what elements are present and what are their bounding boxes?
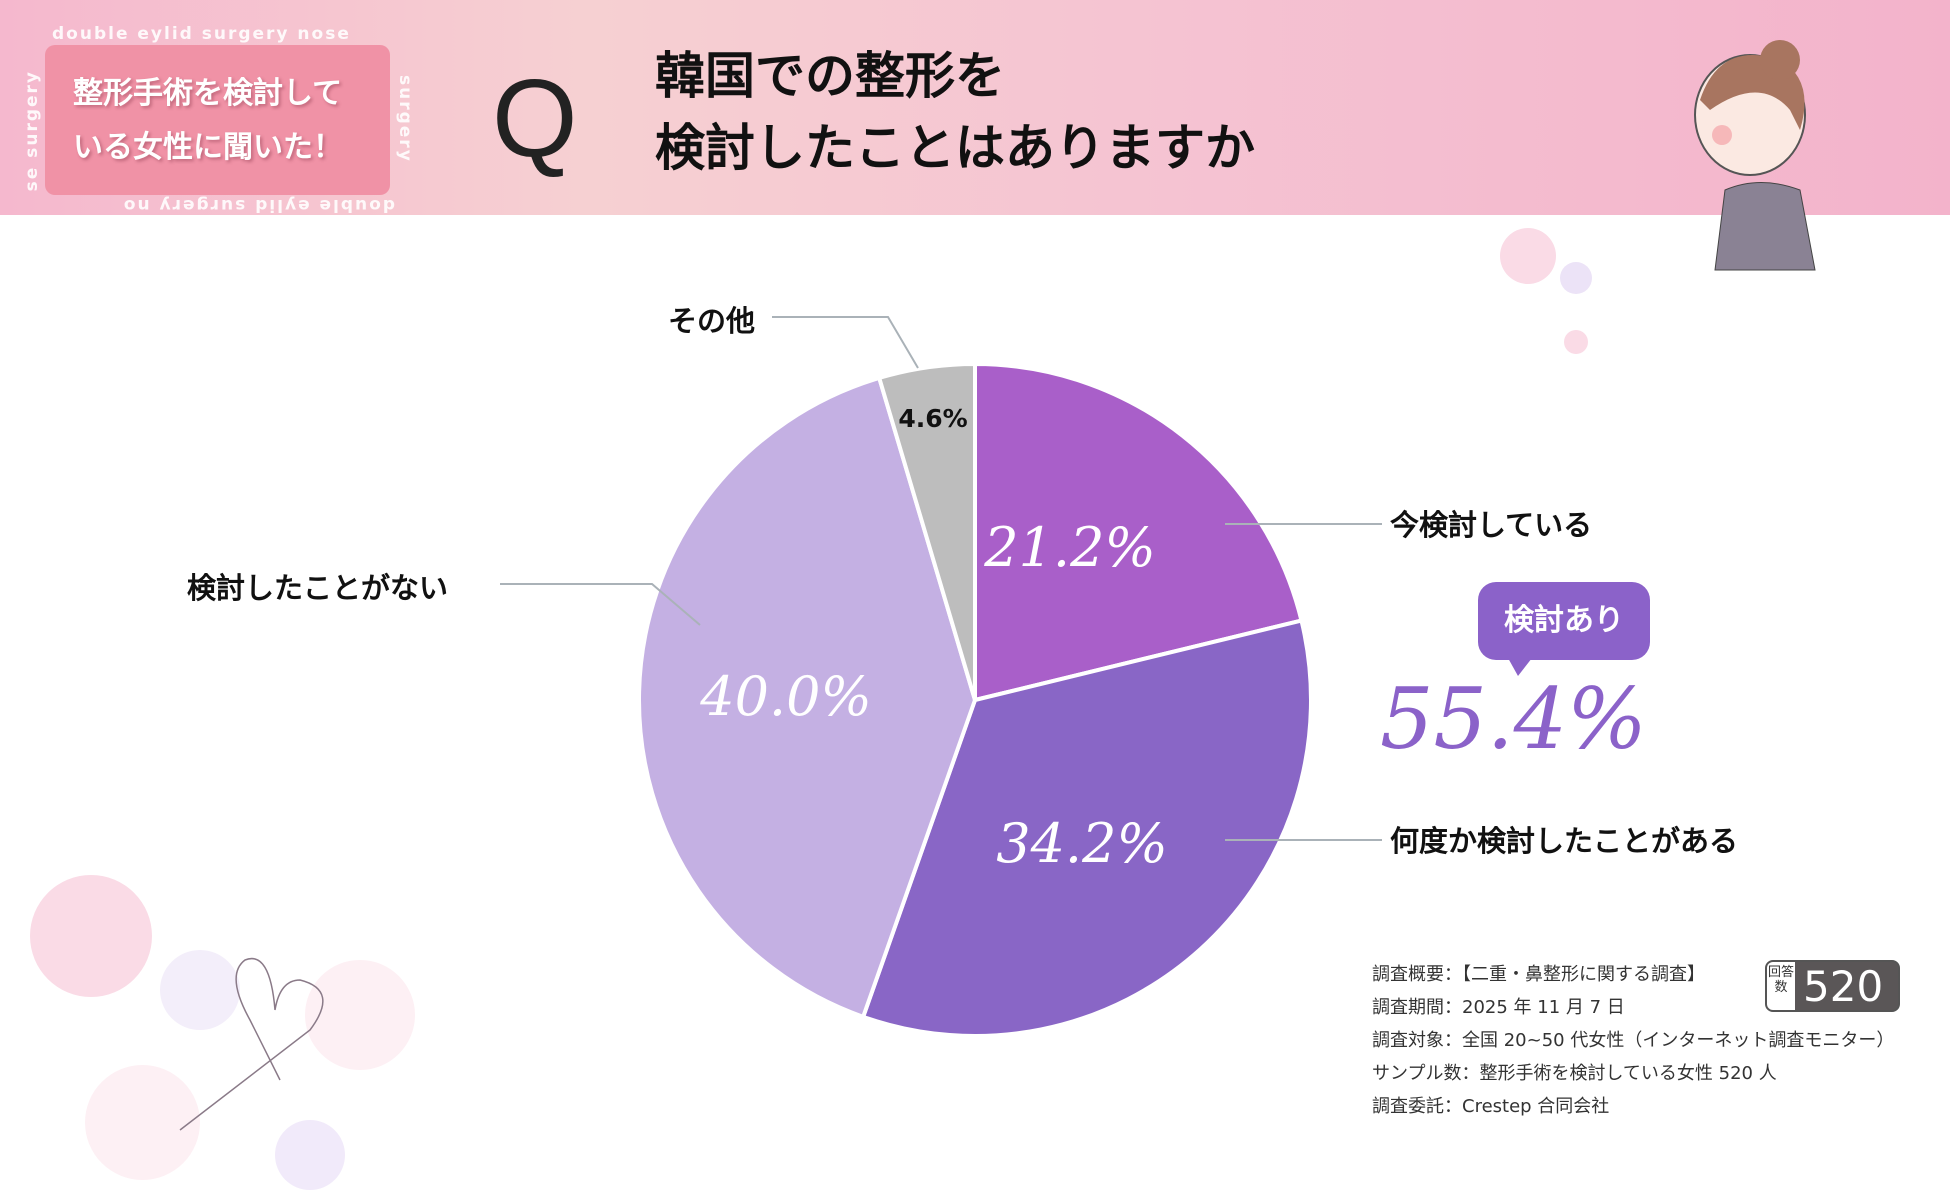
response-count-label: 回答数 <box>1767 962 1795 1010</box>
deco-circle <box>30 875 152 997</box>
info-line: 調査委託：Crestep 合同会社 <box>1372 1096 1610 1117</box>
badge-line: いる女性に聞いた！ <box>73 130 343 165</box>
deco-text-top: double eylid surgery nose <box>52 24 351 44</box>
response-count-value: 520 <box>1803 962 1884 1011</box>
label-several: 何度か検討したことがある <box>1390 824 1739 858</box>
leader-line-other <box>772 316 919 369</box>
info-line: 調査期間：2025 年 11 月 7 日 <box>1372 997 1625 1018</box>
summary-value: 55.4% <box>1380 670 1647 768</box>
info-line: 調査概要：【二重・鼻整形に関する調査】 <box>1372 964 1705 985</box>
label-other: その他 <box>668 304 756 338</box>
question-mark-q: Q <box>492 57 578 180</box>
pie-slice-3 <box>876 361 977 701</box>
pie-label-several: 34.2% <box>996 812 1168 875</box>
pie-label-now: 21.2% <box>983 516 1156 579</box>
pie-slice-1 <box>860 618 1313 1038</box>
leader-line-never <box>500 583 701 626</box>
pie-slice-0 <box>973 361 1304 703</box>
label-never: 検討したことがない <box>187 571 449 605</box>
title-line: 韓国での整形を <box>655 47 1005 105</box>
response-count-badge: 回答数 520 <box>1765 960 1900 1012</box>
woman-illustration <box>1694 40 1816 271</box>
deco-circle <box>160 950 240 1030</box>
heart-line-icon <box>179 957 324 1131</box>
label-now: 今検討している <box>1390 508 1593 542</box>
summary-bubble: 検討あり <box>1478 582 1650 676</box>
survey-badge: 整形手術を検討して いる女性に聞いた！ <box>45 45 390 195</box>
question-title: 韓国での整形を 検討したことはありますか <box>655 40 1255 184</box>
deco-circle <box>1564 330 1588 354</box>
pie-label-other: 4.6% <box>898 404 967 433</box>
pie-label-never: 40.0% <box>699 665 872 728</box>
deco-circle <box>85 1065 200 1180</box>
header-banner: double eylid surgery nose surgery double… <box>0 0 1950 271</box>
badge-line: 整形手術を検討して <box>73 76 343 111</box>
title-line: 検討したことはありますか <box>655 119 1255 177</box>
deco-circle <box>1560 262 1592 294</box>
deco-circle <box>305 960 415 1070</box>
info-line: サンプル数：整形手術を検討している女性 520 人 <box>1372 1063 1777 1084</box>
deco-text-right: surgery <box>395 75 415 163</box>
deco-circle <box>1500 228 1556 284</box>
survey-info: 調査概要：【二重・鼻整形に関する調査】 調査期間：2025 年 11 月 7 日… <box>1372 958 1894 1123</box>
info-line: 調査対象：全国 20~50 代女性（インターネット調査モニター） <box>1372 1030 1895 1051</box>
pie-slice-2 <box>637 375 978 1020</box>
